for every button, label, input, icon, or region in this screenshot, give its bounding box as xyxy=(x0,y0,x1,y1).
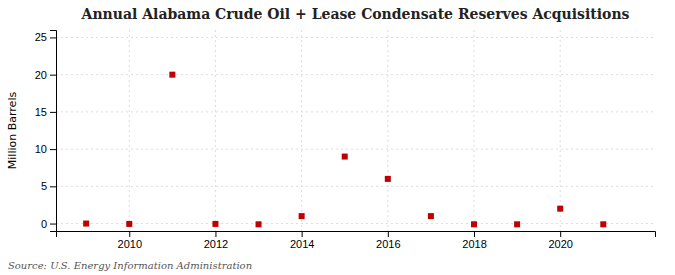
y-tick-label: 5 xyxy=(41,180,47,192)
x-tick: 2018 xyxy=(462,231,486,250)
y-grid-line xyxy=(56,74,655,75)
x-tick-mark xyxy=(215,231,216,237)
y-tick-label: 15 xyxy=(35,106,47,118)
x-tick-mark xyxy=(302,231,303,237)
x-tick-label: 2014 xyxy=(290,238,314,250)
y-tick-mark xyxy=(50,149,56,150)
x-tick-label: 2012 xyxy=(204,238,228,250)
y-tick: 5 xyxy=(41,180,56,192)
chart: 2010 2012 2014 2016 2018 2020 0 5 10 15 20 25 Annual… xyxy=(0,0,675,275)
x-axis: 2010 2012 2014 2016 2018 2020 xyxy=(57,231,656,250)
point xyxy=(83,221,89,227)
x-grid-line xyxy=(215,30,216,231)
x-tick-mark xyxy=(474,231,475,237)
point xyxy=(385,176,391,182)
x-tick-mark xyxy=(388,231,389,237)
x-tick: 2016 xyxy=(376,231,400,250)
y-grid-line xyxy=(56,149,655,150)
y-tick-mark xyxy=(50,186,56,187)
x-grid-line xyxy=(387,30,388,231)
y-tick-label: 25 xyxy=(35,31,47,43)
x-axis-line xyxy=(57,232,656,238)
title: Annual Alabama Crude Oil + Lease Condens… xyxy=(81,6,630,22)
y-tick: 20 xyxy=(35,69,56,81)
x-tick: 2010 xyxy=(118,231,142,250)
point xyxy=(342,154,348,160)
y-tick-mark xyxy=(50,224,56,225)
x-tick: 2014 xyxy=(290,231,314,250)
x-grid-line xyxy=(301,30,302,231)
point xyxy=(256,221,262,227)
y-tick: 10 xyxy=(35,143,56,155)
y-axis-title: Million Barrels xyxy=(6,92,19,170)
point xyxy=(299,213,305,219)
y-axis: 0 5 10 15 20 25 xyxy=(35,31,57,232)
y-tick: 25 xyxy=(35,31,56,43)
grid xyxy=(56,30,655,231)
point xyxy=(471,221,477,227)
y-tick-label: 10 xyxy=(35,143,47,155)
source-note: Source: U.S. Energy Information Administ… xyxy=(8,260,252,271)
y-tick-mark xyxy=(50,112,56,113)
point xyxy=(600,221,606,227)
plot: 2010 2012 2014 2016 2018 2020 0 5 10 15 20 25 xyxy=(35,30,656,250)
point xyxy=(428,213,434,219)
x-tick-label: 2010 xyxy=(118,238,142,250)
point xyxy=(126,221,132,227)
x-grid-line xyxy=(474,30,475,231)
y-tick-label: 0 xyxy=(41,218,47,230)
y-tick-label: 20 xyxy=(35,69,47,81)
y-tick-mark xyxy=(50,75,56,76)
points xyxy=(83,72,606,228)
x-tick: 2012 xyxy=(204,231,228,250)
x-tick-label: 2016 xyxy=(376,238,400,250)
y-tick: 15 xyxy=(35,106,56,118)
y-axis-line xyxy=(50,31,57,232)
point xyxy=(514,221,520,227)
point xyxy=(169,72,175,78)
y-tick-mark xyxy=(50,37,56,38)
x-tick-mark xyxy=(560,231,561,237)
point xyxy=(212,221,218,227)
y-grid-line xyxy=(56,223,655,224)
x-grid-line xyxy=(560,30,561,231)
x-tick-mark xyxy=(129,231,130,237)
x-tick-label: 2018 xyxy=(462,238,486,250)
y-grid-line xyxy=(56,186,655,187)
x-tick: 2020 xyxy=(548,231,572,250)
point xyxy=(557,206,563,212)
x-tick-label: 2020 xyxy=(548,238,572,250)
x-grid-line xyxy=(129,30,130,231)
y-grid-line xyxy=(56,111,655,112)
y-grid-line xyxy=(56,37,655,38)
y-tick: 0 xyxy=(41,218,56,230)
